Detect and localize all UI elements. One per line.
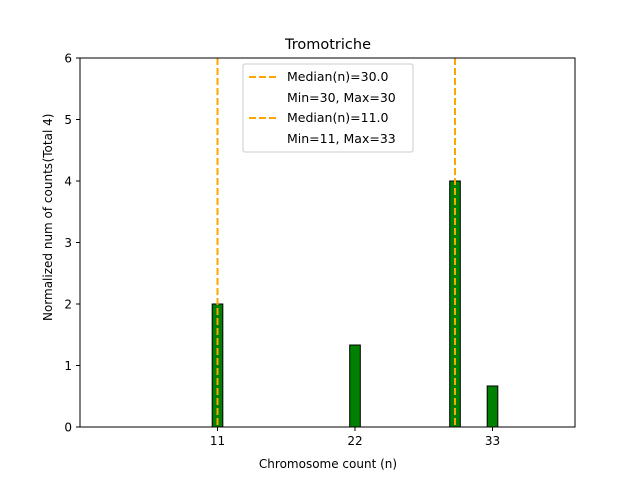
y-tick-label: 5 xyxy=(64,113,72,127)
y-tick-label: 4 xyxy=(64,175,72,189)
legend-sub-2: Min=11, Max=33 xyxy=(287,131,396,146)
y-ticks: 0 1 2 3 4 5 6 xyxy=(64,52,80,435)
y-axis-total-label: (Total 4) xyxy=(41,114,55,163)
x-tick-label: 33 xyxy=(485,434,500,448)
legend-sub-1: Min=30, Max=30 xyxy=(287,90,396,105)
legend-label-2: Median(n)=11.0 xyxy=(287,110,388,125)
x-tick-label: 22 xyxy=(347,434,362,448)
x-tick-label: 11 xyxy=(210,434,225,448)
y-tick-label: 6 xyxy=(64,52,72,66)
bar-22 xyxy=(349,344,361,428)
median-lines xyxy=(216,58,456,427)
y-tick-label: 1 xyxy=(64,359,72,373)
x-ticks: 11 22 33 xyxy=(210,427,500,448)
chart-title: Tromotriche xyxy=(284,37,371,53)
x-axis-label: Chromosome count (n) xyxy=(259,457,397,471)
y-axis-label: Normalized num of counts xyxy=(41,163,55,321)
legend: Median(n)=30.0 Min=30, Max=30 Median(n)=… xyxy=(242,63,414,153)
y-tick-label: 2 xyxy=(64,298,72,312)
legend-label-1: Median(n)=30.0 xyxy=(287,69,388,84)
y-tick-label: 3 xyxy=(64,236,72,250)
y-tick-label: 0 xyxy=(64,421,72,435)
bar-33 xyxy=(486,385,499,428)
